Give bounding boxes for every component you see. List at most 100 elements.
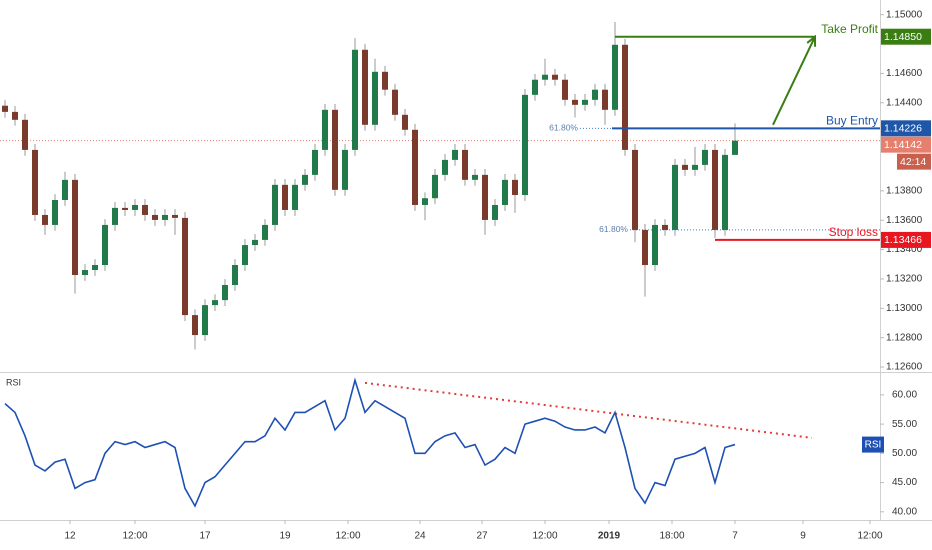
y-tick-label: 1.14600 [886,68,923,79]
rsi-line [4,377,736,508]
candle-body [102,224,108,266]
candle-body [552,74,558,80]
candle-body [182,217,188,316]
candle-body [152,214,158,220]
y-tick-label: 40.00 [892,506,917,517]
price-box [881,28,931,45]
candle-body [402,114,408,130]
x-tick-label: 12:00 [857,531,882,542]
candle-body [692,164,698,170]
candle-body [652,224,658,266]
price-box [881,120,931,137]
candle-body [132,204,138,210]
candle-body [2,105,8,112]
x-tick-label: 12 [64,531,76,542]
candle-body [612,44,618,110]
candle-body [312,149,318,175]
candle-body [432,174,438,199]
x-tick-label: 12:00 [335,531,360,542]
candle-body [722,154,728,230]
y-tick-label: 1.14400 [886,97,923,108]
candle-body [442,159,448,175]
arrow-head [806,34,817,47]
x-tick-label: 18:00 [659,531,684,542]
candle-body [122,207,128,210]
candle-body [672,164,678,230]
candle-body [682,164,688,170]
candle-body [12,111,18,120]
series-label-box [862,436,884,453]
candle-body [222,284,228,301]
price-box-label: 1.14850 [884,31,922,43]
price-box-label: 1.14226 [884,123,922,135]
x-tick-label: 12:00 [122,531,147,542]
candle-body [632,149,638,230]
candle-body [52,199,58,225]
candle-body [292,184,298,210]
level-name: Buy Entry [826,113,878,127]
candle-body [492,204,498,220]
price-box-label: 1.14142 [884,139,922,151]
candle-body [472,174,478,180]
y-tick-label: 1.13200 [886,274,923,285]
candle-body [192,315,198,336]
candle-body [272,184,278,225]
candle-body [322,109,328,150]
candle-body [522,94,528,195]
candle-body [582,99,588,105]
y-tick-label: 50.00 [892,448,917,459]
candle-body [72,179,78,276]
price-box-label: 1.13466 [884,234,922,246]
candle-body [712,149,718,230]
candle-body [202,305,208,336]
candle-body [42,214,48,225]
x-tick-label: 12:00 [532,531,557,542]
candle-body [282,184,288,210]
candle-body [622,44,628,150]
y-tick-label: 1.13600 [886,215,923,226]
candle-body [32,149,38,215]
candle-body [172,214,178,218]
level-name: Stop loss [829,225,878,239]
x-tick-label: 27 [476,531,488,542]
candle-body [542,74,548,80]
candle-body [642,229,648,266]
candle-body [572,99,578,105]
candle-body [212,300,218,306]
x-tick-label: 17 [199,531,211,542]
price-box [881,231,931,248]
series-label: RSI [865,440,882,451]
candle-body [92,265,98,271]
candle-body [602,89,608,110]
candle-body [162,214,168,220]
y-tick-label: 1.12800 [886,332,923,343]
y-tick-label: 1.15000 [886,9,923,20]
y-tick-label: 1.12600 [886,362,923,373]
candle-body [382,71,388,90]
y-tick-label: 55.00 [892,419,917,430]
candle-body [252,239,258,246]
candle-body [372,71,378,125]
candle-body [422,198,428,205]
candle-body [242,245,248,266]
candle-body [352,49,358,150]
candle-body [342,149,348,190]
candle-body [302,174,308,185]
candle-body [262,224,268,240]
y-tick-label: 1.13000 [886,303,923,314]
candle-body [62,179,68,200]
candle-body [592,89,598,100]
fib-label: 61.80% [599,224,628,234]
candle-body [452,149,458,160]
y-tick-label: 45.00 [892,477,917,488]
candle-body [532,79,538,95]
candle-body [662,224,668,230]
x-tick-label: 24 [414,531,426,542]
rsi-title: RSI [6,377,21,387]
candle-body [392,89,398,115]
y-tick-label: 1.13800 [886,186,923,197]
arrow-line [772,36,816,126]
candle-body [82,270,88,276]
